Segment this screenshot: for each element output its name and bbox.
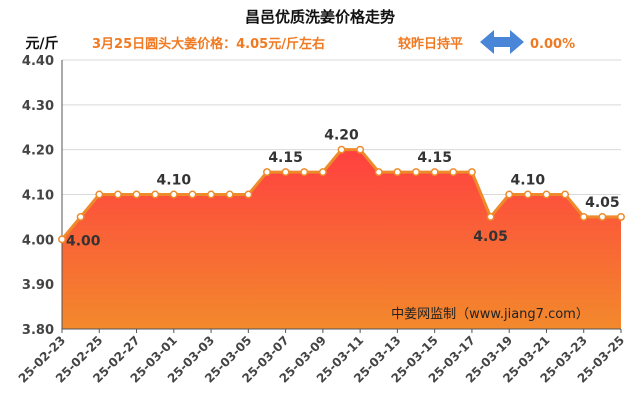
data-point xyxy=(300,168,309,177)
source-credit: 中姜网监制（www.jiang7.com） xyxy=(391,307,589,322)
data-point xyxy=(244,190,253,199)
data-point xyxy=(523,190,532,199)
data-point xyxy=(337,145,346,154)
data-point xyxy=(467,168,476,177)
y-tick-label: 3.90 xyxy=(22,278,54,293)
y-tick-label: 4.30 xyxy=(22,99,54,114)
double-arrow-icon xyxy=(480,30,524,54)
y-tick-label: 4.10 xyxy=(22,189,54,204)
data-point xyxy=(169,190,178,199)
data-points xyxy=(58,145,625,244)
data-point xyxy=(617,212,625,221)
data-point xyxy=(207,190,216,199)
data-point xyxy=(579,212,588,221)
data-label: 4.05 xyxy=(585,195,620,211)
data-point xyxy=(113,190,122,199)
data-point xyxy=(486,212,495,221)
data-point xyxy=(95,190,104,199)
compare-text: 较昨日持平 xyxy=(398,36,463,52)
price-info: 3月25日圆头大姜价格：4.05元/斤左右 xyxy=(92,36,325,52)
data-point xyxy=(76,212,85,221)
data-label: 4.05 xyxy=(473,229,508,245)
data-point xyxy=(393,168,402,177)
data-point xyxy=(225,190,234,199)
data-point xyxy=(412,168,420,177)
data-label: 4.20 xyxy=(324,128,359,144)
data-point xyxy=(430,168,439,177)
data-point xyxy=(263,168,271,177)
axes xyxy=(61,60,622,333)
data-labels: 4.00 4.10 4.15 4.20 4.15 4.05 4.10 4.05 xyxy=(66,128,620,250)
data-point xyxy=(505,190,514,199)
change-value: 0.00% xyxy=(530,37,575,52)
y-tick-labels: 3.80 3.90 4.00 4.10 4.20 4.30 4.40 xyxy=(22,54,54,338)
data-point xyxy=(281,168,290,177)
data-point xyxy=(188,190,197,199)
data-point xyxy=(318,168,327,177)
data-point xyxy=(449,168,458,177)
data-point xyxy=(58,235,66,244)
y-unit-label: 元/斤 xyxy=(25,35,58,52)
data-point xyxy=(151,190,160,199)
y-tick-label: 4.20 xyxy=(22,144,54,159)
data-point xyxy=(356,145,365,154)
data-point xyxy=(561,190,570,199)
data-label: 4.10 xyxy=(511,173,546,189)
y-tick-label: 3.80 xyxy=(22,323,54,338)
data-point xyxy=(598,212,607,221)
y-tick-label: 4.40 xyxy=(22,54,54,69)
chart-title: 昌邑优质洗姜价格走势 xyxy=(245,8,395,26)
data-point xyxy=(374,168,383,177)
data-label: 4.00 xyxy=(66,233,101,249)
data-point xyxy=(542,190,551,199)
data-label: 4.10 xyxy=(157,173,192,189)
data-point xyxy=(132,190,141,199)
data-label: 4.15 xyxy=(268,150,303,166)
data-label: 4.15 xyxy=(417,150,452,166)
x-tick-labels: 25-02-2325-02-2525-02-2725-03-0125-03-03… xyxy=(16,333,627,385)
y-tick-label: 4.00 xyxy=(22,233,54,248)
